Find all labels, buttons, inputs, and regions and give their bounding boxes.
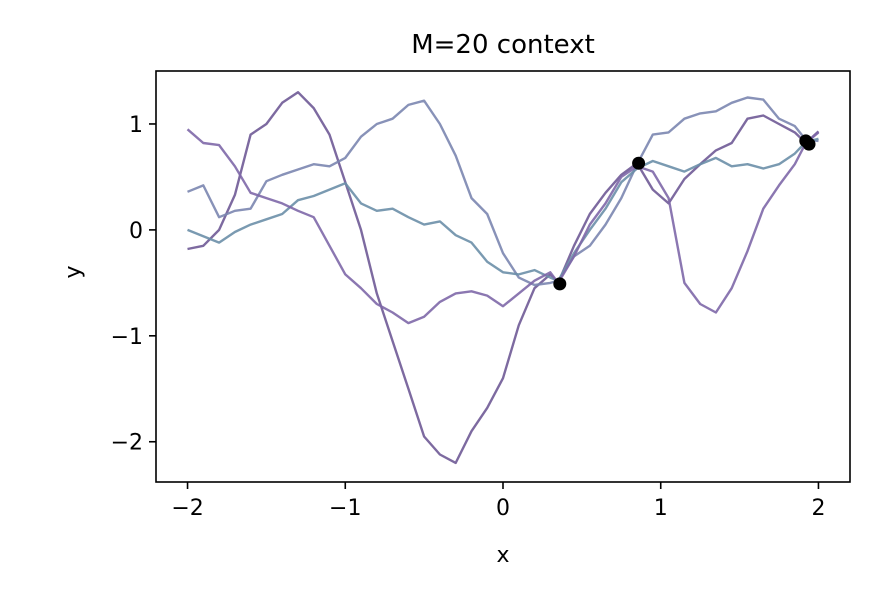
series-layer — [186, 90, 820, 465]
context-point — [802, 137, 816, 151]
x-axis-label: x — [496, 543, 509, 568]
sample-line-2 — [187, 96, 819, 287]
x-tick-label: 2 — [811, 496, 825, 521]
sample-line-1 — [187, 90, 820, 465]
x-tick-label: 1 — [654, 496, 668, 521]
x-tick-label: −2 — [171, 496, 203, 521]
y-tick-label: 0 — [129, 219, 143, 244]
context-point — [553, 277, 567, 291]
y-axis-label: y — [61, 265, 86, 278]
chart-title: M=20 context — [411, 30, 595, 60]
context-point — [632, 156, 646, 170]
y-tick-label: 1 — [129, 113, 143, 138]
sample-line-3 — [187, 137, 819, 282]
x-tick-label: −1 — [329, 496, 361, 521]
y-tick-label: −1 — [111, 325, 143, 350]
y-tick-label: −2 — [111, 431, 143, 456]
sample-line-4 — [186, 128, 820, 325]
axes-layer: −2 −1 0 1 2 −2 −1 0 1 — [111, 70, 851, 521]
x-tick-label: 0 — [496, 496, 510, 521]
context-points-layer — [553, 134, 816, 291]
